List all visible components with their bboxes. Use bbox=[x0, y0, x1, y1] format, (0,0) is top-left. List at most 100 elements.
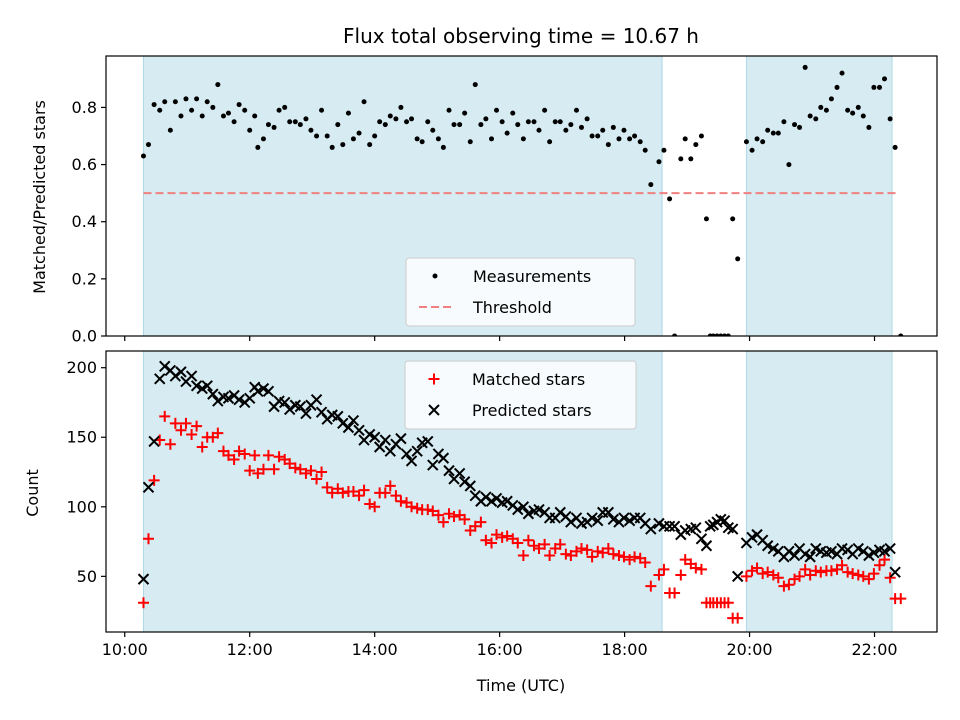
data-point bbox=[517, 501, 530, 513]
data-point bbox=[260, 136, 266, 142]
data-point bbox=[802, 64, 808, 70]
legend-marker bbox=[428, 373, 440, 385]
data-point bbox=[422, 435, 434, 448]
data-point bbox=[469, 520, 481, 532]
data-point bbox=[387, 113, 393, 119]
data-point bbox=[653, 569, 665, 581]
data-point bbox=[137, 597, 149, 609]
data-point bbox=[236, 102, 242, 108]
data-point bbox=[695, 533, 708, 545]
data-point bbox=[142, 481, 155, 494]
data-point bbox=[190, 380, 203, 392]
y-tick-label: 0.4 bbox=[72, 212, 97, 231]
data-point bbox=[287, 119, 293, 125]
data-point bbox=[884, 542, 896, 555]
data-point bbox=[656, 159, 662, 165]
data-point bbox=[786, 162, 792, 168]
data-point bbox=[252, 385, 264, 398]
data-point bbox=[437, 516, 449, 528]
bottom-panel: 50 100 150 200 10:00 12:00 14:00 16:00 18:00 20:0… bbox=[66, 350, 938, 659]
data-point bbox=[311, 473, 323, 485]
data-point bbox=[233, 393, 245, 406]
data-point bbox=[679, 554, 691, 566]
data-point bbox=[678, 156, 684, 162]
data-point bbox=[252, 113, 258, 119]
data-point bbox=[857, 545, 869, 558]
data-point bbox=[314, 133, 320, 139]
data-point bbox=[714, 333, 720, 336]
data-point bbox=[337, 487, 349, 499]
legend-1: Matched stars Predicted stars bbox=[404, 360, 637, 430]
data-point bbox=[324, 133, 330, 139]
data-point bbox=[212, 427, 224, 439]
data-point bbox=[639, 556, 651, 568]
data-point bbox=[162, 99, 168, 105]
data-point bbox=[735, 256, 741, 262]
data-point bbox=[616, 136, 622, 142]
data-point bbox=[406, 501, 418, 513]
data-point bbox=[895, 593, 907, 605]
data-point bbox=[813, 116, 819, 122]
data-point bbox=[557, 119, 563, 125]
axes-frame-1 bbox=[105, 350, 938, 633]
data-point bbox=[347, 414, 360, 427]
data-point bbox=[882, 76, 888, 82]
data-point bbox=[810, 565, 822, 577]
data-point bbox=[142, 533, 154, 545]
x-axis-label: Time (UTC) bbox=[476, 676, 565, 695]
data-point bbox=[799, 563, 811, 575]
data-point bbox=[148, 474, 160, 486]
data-point bbox=[443, 464, 455, 477]
data-point bbox=[400, 448, 413, 460]
data-point bbox=[300, 407, 312, 420]
data-point bbox=[804, 569, 816, 581]
data-point bbox=[792, 122, 798, 128]
data-point bbox=[347, 486, 359, 497]
data-point bbox=[586, 512, 598, 524]
data-point bbox=[478, 122, 484, 128]
data-point bbox=[194, 96, 200, 102]
data-point bbox=[847, 568, 859, 580]
data-point bbox=[405, 455, 418, 467]
data-point bbox=[501, 495, 513, 507]
data-point bbox=[353, 424, 365, 436]
data-point bbox=[533, 503, 545, 516]
data-point bbox=[627, 136, 633, 142]
data-point bbox=[536, 127, 542, 133]
legend-label: Predicted stars bbox=[472, 401, 592, 420]
data-point bbox=[486, 537, 498, 549]
data-point bbox=[770, 130, 776, 136]
data-point bbox=[303, 116, 309, 122]
data-point bbox=[262, 449, 274, 461]
data-point bbox=[668, 520, 681, 532]
data-point bbox=[629, 551, 641, 563]
data-point bbox=[189, 107, 195, 113]
data-point bbox=[607, 548, 619, 560]
data-point bbox=[860, 113, 866, 119]
shaded-span-1 bbox=[745, 350, 893, 633]
data-point bbox=[284, 458, 296, 470]
data-point bbox=[642, 147, 648, 153]
data-point bbox=[247, 127, 253, 133]
data-point bbox=[411, 445, 423, 457]
data-point bbox=[778, 580, 790, 592]
data-point bbox=[726, 523, 739, 535]
data-point bbox=[892, 144, 898, 150]
data-point bbox=[610, 124, 616, 130]
data-point bbox=[700, 540, 713, 552]
data-point bbox=[180, 417, 192, 429]
data-point bbox=[414, 136, 420, 142]
legend-0: Measurements Threshold bbox=[405, 257, 636, 327]
data-point bbox=[244, 465, 256, 477]
data-point bbox=[722, 333, 728, 336]
data-point bbox=[310, 393, 323, 406]
data-point bbox=[522, 534, 534, 546]
data-point bbox=[504, 130, 510, 136]
data-point bbox=[395, 432, 407, 445]
data-point bbox=[589, 133, 595, 139]
data-point bbox=[489, 136, 495, 142]
data-point bbox=[358, 484, 370, 496]
data-point bbox=[183, 96, 189, 102]
data-point bbox=[878, 545, 891, 558]
